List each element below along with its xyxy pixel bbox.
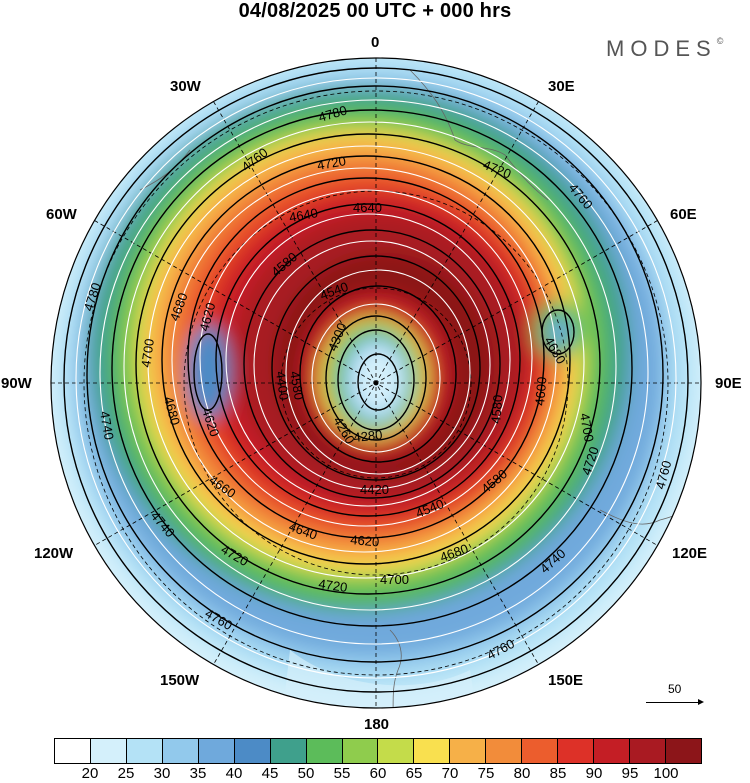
map-border	[50, 57, 702, 709]
colorbar-label: 25	[117, 765, 135, 782]
lon-label-120e: 120E	[672, 545, 708, 562]
colorbar-labels: 20 25 30 35 40 45 50 55 60 65 70 75 80 85 90 95 100	[54, 765, 702, 783]
contour-label: 4580	[488, 394, 505, 424]
contour-label: 4760	[652, 459, 674, 491]
colorbar-cell	[378, 739, 415, 763]
colorbar-cell	[342, 739, 379, 763]
colorbar-label: 80	[513, 765, 531, 782]
colorbar-cell	[270, 739, 307, 763]
lon-label-180: 180	[364, 716, 390, 733]
contour-label: 4620	[196, 301, 218, 333]
contour-label: 4420	[360, 482, 389, 497]
colorbar-cell	[198, 739, 235, 763]
colorbar-label: 75	[477, 765, 495, 782]
lon-label-90w: 90W	[1, 375, 32, 392]
colorbar-cell	[234, 739, 271, 763]
pole-marker	[373, 380, 379, 386]
height-contours	[63, 67, 689, 693]
colorbar-label: 30	[153, 765, 171, 782]
contour-label: 4620	[350, 532, 380, 549]
polar-map: 4780 4760 4720 4760 4720 4640 4640 4780 …	[50, 57, 702, 709]
colorbar-label: 95	[621, 765, 639, 782]
lon-label-60e: 60E	[670, 206, 697, 223]
colorbar-label: 60	[369, 765, 387, 782]
reference-vector: 50	[640, 680, 710, 712]
contour-label: 4640	[288, 205, 319, 225]
colorbar-label: 90	[585, 765, 603, 782]
lon-label-0: 0	[371, 34, 380, 51]
colorbar-cell	[306, 739, 343, 763]
contour-label: 4600	[532, 376, 549, 406]
colorbar-cell	[55, 739, 91, 763]
reference-vector-arrow	[646, 699, 704, 705]
colorbar-label: 100	[653, 765, 679, 782]
lon-label-30w: 30W	[170, 78, 201, 95]
contour-label: 4700	[380, 572, 409, 587]
colorbar-cell	[126, 739, 163, 763]
lon-label-60w: 60W	[46, 206, 77, 223]
lon-label-90e: 90E	[715, 375, 742, 392]
colorbar-cell	[162, 739, 199, 763]
contour-label: 4280	[353, 427, 383, 445]
colorbar-cell	[450, 739, 487, 763]
contour-label: 4720	[318, 576, 349, 595]
brand-logo: MODES©	[606, 36, 723, 62]
colorbar-label: 70	[441, 765, 459, 782]
contour-label: 4720	[316, 153, 347, 173]
colorbar-label: 35	[189, 765, 207, 782]
contour-label: 4700	[577, 412, 597, 443]
brand-name: MODES	[606, 36, 717, 61]
map-title: 04/08/2025 00 UTC + 000 hrs	[238, 0, 512, 22]
reference-vector-value: 50	[668, 682, 682, 696]
colorbar-label: 20	[81, 765, 99, 782]
wind-speed-field	[51, 58, 701, 708]
wind-vectors	[75, 77, 677, 679]
lon-label-150w: 150W	[160, 672, 200, 689]
lon-label-120w: 120W	[34, 545, 74, 562]
colorbar-cell	[90, 739, 127, 763]
brand-mark: ©	[716, 36, 724, 46]
colorbar-label: 65	[405, 765, 423, 782]
coastlines	[139, 69, 701, 708]
colorbar-cell	[594, 739, 630, 763]
colorbar	[54, 738, 702, 764]
lon-label-150e: 150E	[548, 672, 584, 689]
colorbar-cell	[558, 739, 595, 763]
colorbar-label: 40	[225, 765, 243, 782]
colorbar-label: 45	[261, 765, 279, 782]
colorbar-cell	[414, 739, 451, 763]
colorbar-label: 50	[297, 765, 315, 782]
contour-label: 4700	[138, 338, 157, 369]
lon-label-30e: 30E	[548, 78, 575, 95]
colorbar-cell	[630, 739, 666, 763]
contour-label: 4640	[353, 200, 382, 215]
contour-label: 4400	[273, 370, 292, 401]
contour-label: 4580	[287, 370, 307, 401]
colorbar-cell	[665, 739, 701, 763]
contour-label: 4740	[97, 410, 117, 441]
colorbar-label: 85	[549, 765, 567, 782]
colorbar-cell	[486, 739, 523, 763]
colorbar-cell	[522, 739, 559, 763]
contour-label: 4680	[161, 395, 183, 427]
colorbar-label: 55	[333, 765, 351, 782]
